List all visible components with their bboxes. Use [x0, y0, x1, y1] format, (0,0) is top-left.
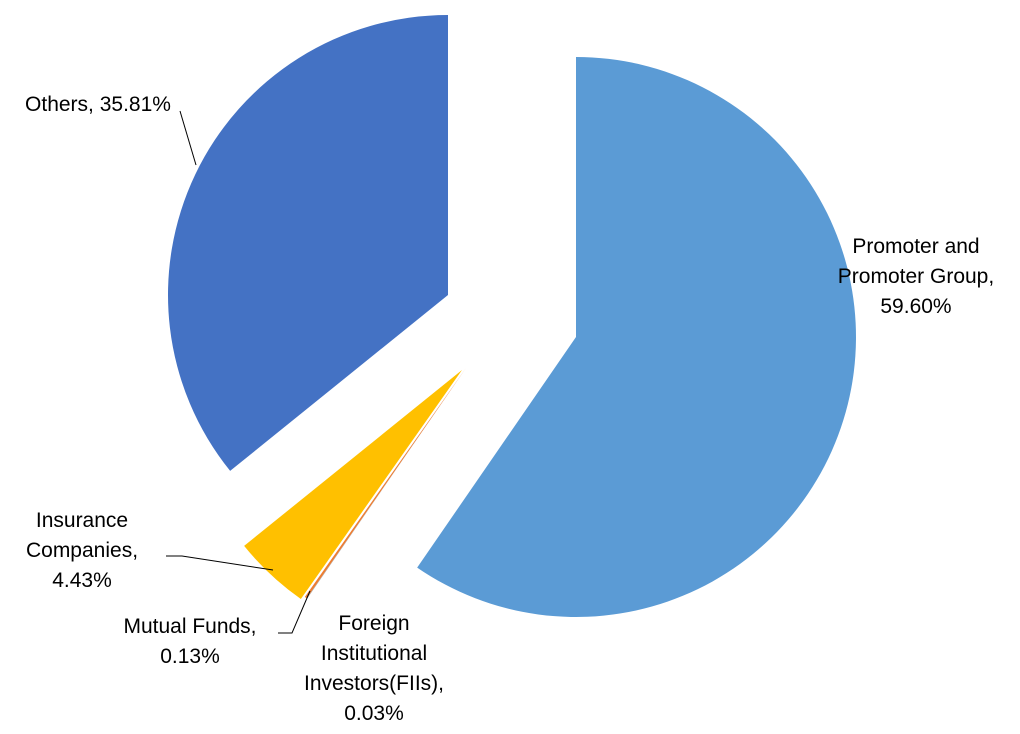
- data-label-line: 0.13%: [160, 645, 220, 668]
- data-label-promoter-and-promoter-group: Promoter and Promoter Group, 59.60%: [838, 235, 994, 318]
- leader-line-insurance-companies: [166, 555, 274, 571]
- leader-line-others: [179, 110, 197, 166]
- data-label-line: 0.03%: [344, 702, 404, 725]
- data-label-line: Promoter and: [852, 235, 979, 258]
- data-label-line: Others, 35.81%: [25, 93, 171, 116]
- leader-lines: [166, 110, 311, 634]
- data-label-line: Investors(FIIs),: [304, 672, 444, 695]
- data-label-line: 59.60%: [880, 295, 951, 318]
- data-label-foreign-institutional-investors-fiis: Foreign Institutional Investors(FIIs), 0.03…: [304, 612, 444, 725]
- pie-slices: [167, 15, 856, 617]
- data-label-line: Promoter Group,: [838, 265, 994, 288]
- data-label-line: Mutual Funds,: [123, 615, 256, 638]
- pie-slice-mutual-funds: [304, 368, 466, 599]
- pie-slice-foreign-institutional-investors-fiis: [306, 368, 466, 599]
- pie-slice-insurance-companies: [244, 370, 462, 599]
- leader-line-mutual-funds: [278, 590, 311, 634]
- data-label-line: 4.43%: [52, 569, 112, 592]
- data-label-line: Foreign: [338, 612, 409, 635]
- data-label-line: Institutional: [321, 642, 427, 665]
- data-label-mutual-funds: Mutual Funds, 0.13%: [123, 615, 256, 668]
- data-label-others: Others, 35.81%: [25, 93, 171, 116]
- pie-slice-others: [167, 15, 448, 471]
- data-label-line: Companies,: [26, 539, 138, 562]
- data-label-line: Insurance: [36, 509, 128, 532]
- data-labels: Promoter and Promoter Group, 59.60% Foreign…: [25, 93, 994, 725]
- data-label-insurance-companies: Insurance Companies, 4.43%: [26, 509, 138, 592]
- pie-slice-promoter-and-promoter-group: [417, 57, 856, 617]
